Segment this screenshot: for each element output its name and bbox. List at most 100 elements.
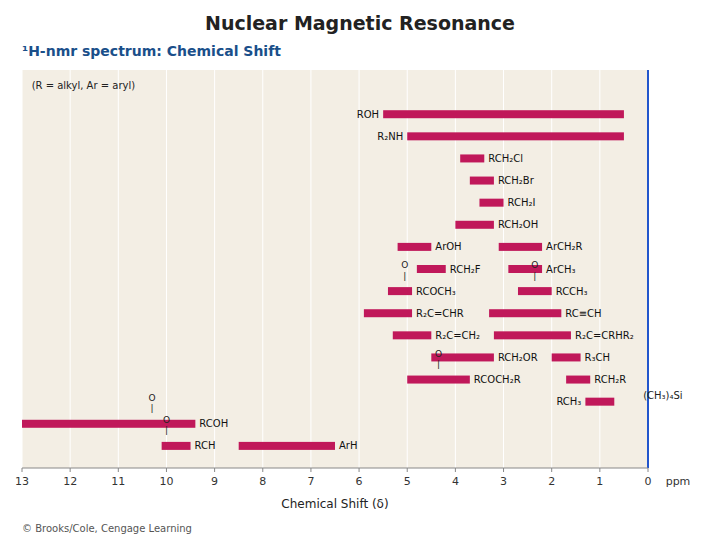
grid-line [359, 70, 360, 468]
grid-line [166, 70, 167, 468]
bar [499, 243, 542, 251]
grid-line [22, 70, 23, 468]
bar [239, 442, 335, 450]
tick-label: 7 [307, 475, 314, 488]
tick [310, 468, 311, 472]
tick [70, 468, 71, 472]
bar-label: RCH₃ [556, 396, 581, 407]
tick [503, 468, 504, 472]
tick-label: 0 [645, 475, 652, 488]
tick [118, 468, 119, 472]
tick-label: 3 [500, 475, 507, 488]
structure-label: | [437, 359, 440, 369]
tick [599, 468, 600, 472]
bar-label: RC≡CH [565, 308, 601, 319]
bar [388, 287, 412, 295]
bar-label: ArH [339, 440, 357, 451]
tick [22, 468, 23, 472]
bar [460, 154, 484, 162]
tick-label: 5 [404, 475, 411, 488]
structure-label: | [533, 271, 536, 281]
grid-line [599, 70, 600, 468]
bar-label: ROH [357, 109, 379, 120]
grid-line [214, 70, 215, 468]
structure-label: | [165, 425, 168, 435]
tick-label: 12 [63, 475, 77, 488]
grid-line [118, 70, 119, 468]
tick-label: 6 [356, 475, 363, 488]
bar [566, 376, 590, 384]
bar [455, 221, 494, 229]
bar [417, 265, 446, 273]
bar-label: R₃CH [585, 352, 610, 363]
axis-unit: ppm [666, 475, 691, 488]
grid [22, 70, 648, 468]
bar-label: ArCH₂R [546, 241, 582, 252]
bar [398, 243, 432, 251]
structure-label: O [401, 260, 408, 270]
bar-label: RCOH [199, 418, 228, 429]
tick [262, 468, 263, 472]
tick-label: 11 [111, 475, 125, 488]
x-axis-label: Chemical Shift (δ) [281, 497, 388, 511]
grid-line [310, 70, 311, 468]
structure-label: O [531, 260, 538, 270]
bar-label: RCH₂F [450, 264, 481, 275]
tick [455, 468, 456, 472]
subtitle: ¹H-nmr spectrum: Chemical Shift [22, 43, 281, 59]
bar [470, 177, 494, 185]
bar [489, 309, 561, 317]
bar-label: RCOCH₃ [416, 286, 456, 297]
bar-label: RCH₂OH [498, 219, 538, 230]
bar [518, 287, 552, 295]
tick-label: 2 [548, 475, 555, 488]
bar [494, 331, 571, 339]
chart: Nuclear Magnetic Resonance ¹H-nmr spectru… [0, 0, 720, 540]
bar-label: R₂C=CH₂ [435, 330, 480, 341]
tick [407, 468, 408, 472]
bar-label: RCH₂Br [498, 175, 535, 186]
bar-label: RCCH₃ [556, 286, 588, 297]
bar [407, 132, 624, 140]
tick [648, 468, 649, 472]
bar [162, 442, 191, 450]
grid-line [648, 70, 649, 468]
annotation: (R = alkyl, Ar = aryl) [32, 80, 136, 91]
tick-label: 9 [211, 475, 218, 488]
bar-labels: ROHR₂NHRCH₂ClRCH₂BrRCH₂IRCH₂OHArOHRCH₂FA… [195, 109, 634, 452]
bar [383, 110, 624, 118]
source: © Brooks/Cole, Cengage Learning [22, 523, 192, 534]
reference-line [647, 70, 649, 468]
bar-label: RCH₂I [508, 197, 536, 208]
bar-label: R₂NH [377, 131, 403, 142]
plot-background [22, 70, 648, 468]
bar-label: RCH₂Cl [488, 153, 523, 164]
bar-label: R₂C=CHR [416, 308, 464, 319]
bar-label: ArCH₃ [546, 264, 575, 275]
grid-line [262, 70, 263, 468]
structure-label: | [150, 403, 153, 413]
annotation: (CH₃)₄Si [643, 390, 682, 401]
grid-line [503, 70, 504, 468]
bar [585, 398, 614, 406]
grid-line [70, 70, 71, 468]
bar [364, 309, 412, 317]
bar-label: RCH₂OR [498, 352, 538, 363]
tick-label: 13 [15, 475, 29, 488]
tick [551, 468, 552, 472]
bar-label: RCOCH₂R [474, 374, 521, 385]
bar-label: RCH [195, 440, 216, 451]
tick [166, 468, 167, 472]
structure-label: O [435, 349, 442, 359]
bar [407, 376, 470, 384]
tick [359, 468, 360, 472]
title: Nuclear Magnetic Resonance [205, 12, 515, 34]
structure-label: | [403, 271, 406, 281]
structure-label: O [148, 393, 155, 403]
bar-label: RCH₂R [594, 374, 626, 385]
x-axis: 012345678910111213ppmChemical Shift (δ) [15, 468, 690, 511]
tick-label: 8 [259, 475, 266, 488]
structure-label: O [163, 415, 170, 425]
bar [393, 331, 432, 339]
annotations: (R = alkyl, Ar = aryl)(CH₃)₄SiO|O|O|O|O| [32, 80, 683, 435]
